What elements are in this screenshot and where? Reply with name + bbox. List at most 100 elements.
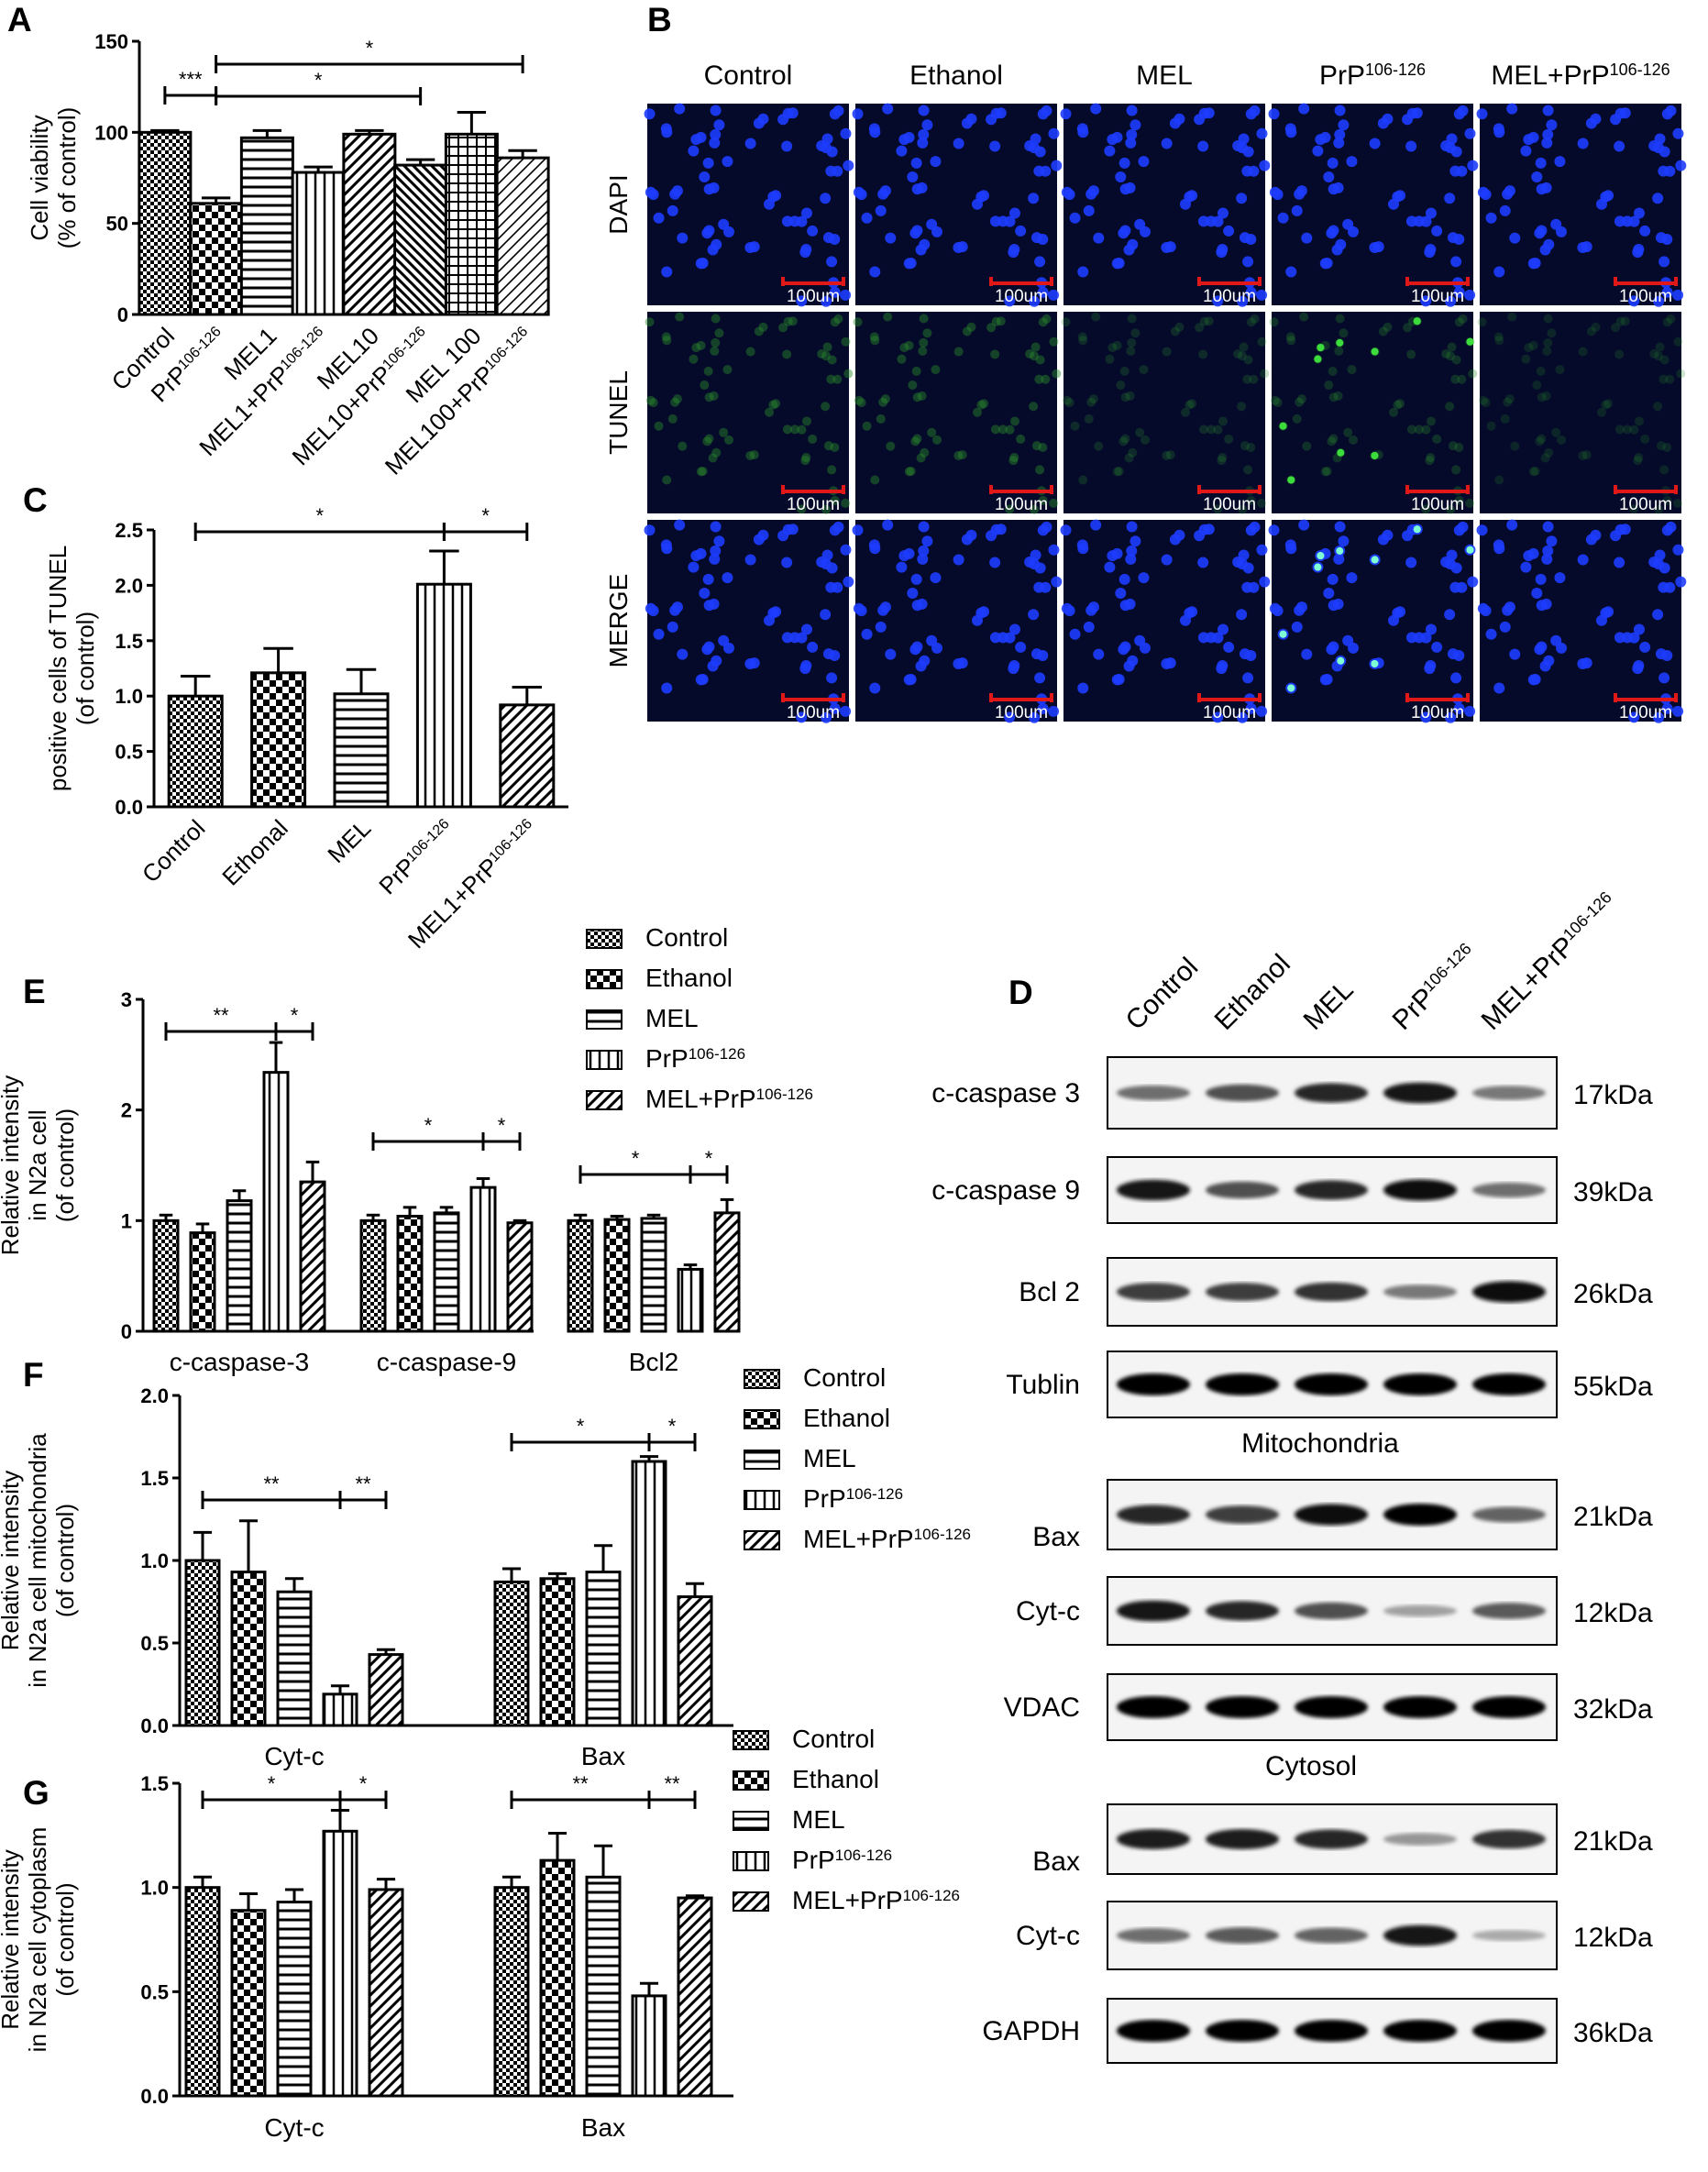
legend-swatch — [744, 1369, 780, 1389]
lane-label: MEL — [1298, 975, 1360, 1036]
blot-band — [1383, 1179, 1457, 1201]
blot-label: c-caspase 9 — [931, 1175, 1080, 1206]
y-tick-label: 0.0 — [140, 2085, 169, 2108]
micro-image: 100um — [1060, 103, 1271, 307]
y-tick-label: 1.0 — [140, 1877, 169, 1900]
blot-band — [1117, 1505, 1190, 1525]
bar — [393, 163, 448, 316]
blot-band — [1206, 1181, 1279, 1199]
scale-label: 100um — [1619, 287, 1672, 306]
bar — [262, 1071, 290, 1333]
panel-label-g: G — [23, 1774, 50, 1812]
blot-band — [1206, 1283, 1279, 1301]
y-axis-label: in N2a cell — [24, 1109, 51, 1220]
bar — [493, 1886, 530, 2098]
blot-band — [1383, 1082, 1457, 1104]
y-tick-label: 0.0 — [115, 796, 143, 819]
category-label: Ethonal — [216, 814, 293, 891]
blot-label: Bax — [1032, 1522, 1080, 1552]
legend-entry: Control — [803, 1363, 886, 1392]
blot-kda: 26kDa — [1573, 1279, 1653, 1309]
legend-entry: MEL+PrP106-126 — [792, 1886, 960, 1914]
significance-label: * — [359, 1772, 368, 1795]
blot-band — [1383, 1924, 1457, 1946]
bar — [567, 1218, 594, 1333]
chart-g: 0.0 0.5 1.0 1.5 Relative intensity in N2a cel… — [0, 1725, 960, 2142]
blot-band — [1206, 1084, 1279, 1102]
blot-label: Cyt-c — [1016, 1921, 1080, 1951]
bar — [415, 582, 472, 809]
blot-kda: 55kDa — [1573, 1372, 1653, 1402]
row-label: DAPI — [604, 174, 633, 234]
bar — [138, 130, 193, 316]
blot-band — [1117, 1927, 1190, 1944]
blot-strip — [1107, 1056, 1558, 1130]
micro-image: 100um — [1476, 519, 1687, 723]
legend-entry: Ethanol — [645, 964, 733, 992]
micro-image: 100um — [1269, 312, 1478, 514]
bar — [299, 1180, 326, 1333]
blot-band — [1472, 1603, 1546, 1619]
chart-e: 0 1 2 3 Relative intensity in N2a cell (of con… — [0, 923, 813, 1376]
y-tick-label: 2.0 — [115, 574, 143, 597]
blot-band — [1472, 1696, 1546, 1718]
y-tick-label: 0 — [117, 303, 128, 326]
bar — [276, 1901, 313, 2098]
bar — [226, 1199, 253, 1333]
bar — [631, 1460, 667, 1727]
significance-label: * — [424, 1114, 433, 1137]
category-label: PrP106-126 — [373, 814, 458, 899]
micro-image: 100um — [644, 519, 854, 723]
bar — [359, 1218, 387, 1333]
blot-label: Bax — [1032, 1847, 1080, 1877]
bar — [585, 1875, 622, 2098]
bar — [585, 1571, 622, 1727]
column-header: MEL — [1136, 61, 1193, 91]
bar — [189, 1231, 216, 1333]
category-label: Bcl2 — [629, 1348, 678, 1376]
legend-entry: MEL — [792, 1805, 845, 1834]
legend-swatch — [733, 1891, 769, 1912]
bar — [396, 1215, 424, 1333]
legend-entry: Ethanol — [792, 1765, 879, 1793]
legend-swatch — [744, 1450, 780, 1470]
bar — [291, 171, 346, 316]
blot-band — [1117, 1696, 1190, 1718]
blot-band — [1295, 1602, 1368, 1620]
lane-label: Ethanol — [1209, 949, 1296, 1036]
blot-strip — [1107, 1479, 1558, 1550]
significance-label: * — [366, 37, 374, 60]
blot-band — [1295, 1927, 1368, 1944]
significance-label: ** — [664, 1772, 680, 1795]
blot-strip — [1107, 1673, 1558, 1741]
category-label: MEL — [322, 814, 376, 868]
scale-label: 100um — [1203, 287, 1256, 306]
blot-kda: 32kDa — [1573, 1694, 1653, 1725]
legend-swatch — [733, 1730, 769, 1750]
category-label: Control — [137, 814, 210, 888]
y-axis-label: (of control) — [51, 1882, 79, 1996]
blot-band — [1117, 1373, 1190, 1395]
bar — [506, 1221, 534, 1333]
significance-label: * — [705, 1147, 713, 1170]
legend-swatch — [744, 1530, 780, 1550]
legend-entry: MEL — [803, 1444, 856, 1472]
bar — [152, 1218, 180, 1333]
blot-kda: 12kDa — [1573, 1598, 1653, 1628]
y-axis-label: in N2a cell mitochondria — [24, 1433, 51, 1688]
category-label: Bax — [581, 1742, 625, 1770]
blot-band — [1295, 1829, 1368, 1849]
significance-label: * — [481, 504, 490, 527]
blot-band — [1295, 1504, 1368, 1526]
y-tick-label: 1.5 — [140, 1772, 169, 1795]
column-header: Control — [704, 61, 793, 91]
blot-band — [1295, 1282, 1368, 1302]
blot-band — [1472, 1182, 1546, 1198]
micro-image: 100um — [1061, 312, 1270, 514]
scale-label: 100um — [787, 287, 840, 306]
blot-band — [1383, 1284, 1457, 1299]
blot-band — [1472, 2020, 1546, 2042]
y-tick-label: 1.0 — [140, 1549, 169, 1572]
bar — [433, 1211, 460, 1333]
y-axis-label: (of control) — [51, 1108, 79, 1222]
